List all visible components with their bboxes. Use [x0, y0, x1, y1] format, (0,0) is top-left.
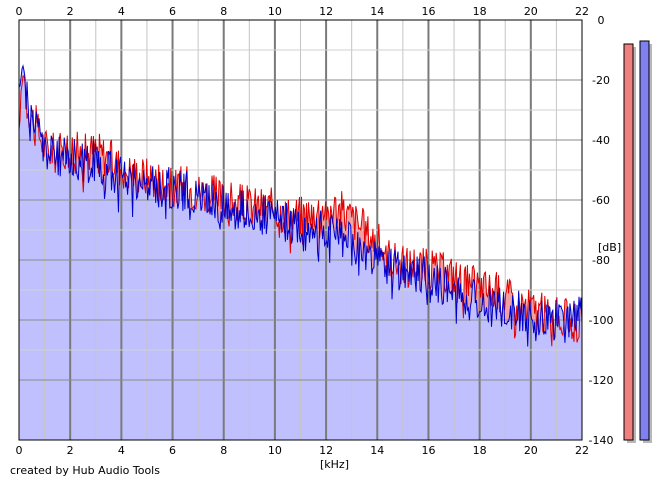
y-tick-label: -60	[592, 194, 610, 207]
x-ticks-top: 0 2 4 6 8 10 12 14 16 18 20 22	[16, 5, 590, 18]
credit-text: created by Hub Audio Tools	[10, 464, 160, 477]
x-tick-label: 0	[16, 5, 23, 18]
x-tick-label: 22	[575, 444, 589, 457]
x-tick-label: 2	[67, 444, 74, 457]
x-tick-label: 2	[67, 5, 74, 18]
y-tick-label: -40	[592, 134, 610, 147]
level-meter-bar	[639, 40, 650, 441]
y-tick-label: -80	[592, 254, 610, 267]
y-ticks: 0 -20 -40 -60 -80 -100 -120 -140	[589, 14, 614, 447]
x-tick-label: 6	[169, 5, 176, 18]
x-tick-label: 0	[16, 444, 23, 457]
x-tick-label: 12	[319, 5, 333, 18]
x-axis-label: [kHz]	[320, 458, 349, 471]
x-ticks-bottom: 0 2 4 6 8 10 12 14 16 18 20 22	[16, 444, 590, 457]
x-tick-label: 8	[220, 5, 227, 18]
x-tick-label: 20	[524, 444, 538, 457]
y-tick-label: 0	[598, 14, 605, 27]
x-tick-label: 10	[268, 5, 282, 18]
x-tick-label: 12	[319, 444, 333, 457]
level-meter-bar	[623, 43, 634, 441]
y-tick-label: -140	[589, 434, 614, 447]
x-tick-label: 10	[268, 444, 282, 457]
y-tick-label: -120	[589, 374, 614, 387]
x-tick-label: 4	[118, 444, 125, 457]
y-axis-label: [dB]	[598, 241, 621, 254]
x-tick-label: 16	[421, 444, 435, 457]
x-tick-label: 6	[169, 444, 176, 457]
y-tick-label: -100	[589, 314, 614, 327]
x-tick-label: 4	[118, 5, 125, 18]
plot-frame	[18, 19, 583, 441]
x-tick-label: 22	[575, 5, 589, 18]
spectrum-lines	[18, 64, 583, 347]
x-tick-label: 14	[370, 5, 384, 18]
x-tick-label: 16	[421, 5, 435, 18]
series-line-1	[18, 64, 583, 347]
x-tick-label: 20	[524, 5, 538, 18]
level-meters	[623, 40, 652, 443]
x-tick-label: 8	[220, 444, 227, 457]
y-tick-label: -20	[592, 74, 610, 87]
x-tick-label: 18	[473, 444, 487, 457]
x-tick-label: 14	[370, 444, 384, 457]
x-tick-label: 18	[473, 5, 487, 18]
